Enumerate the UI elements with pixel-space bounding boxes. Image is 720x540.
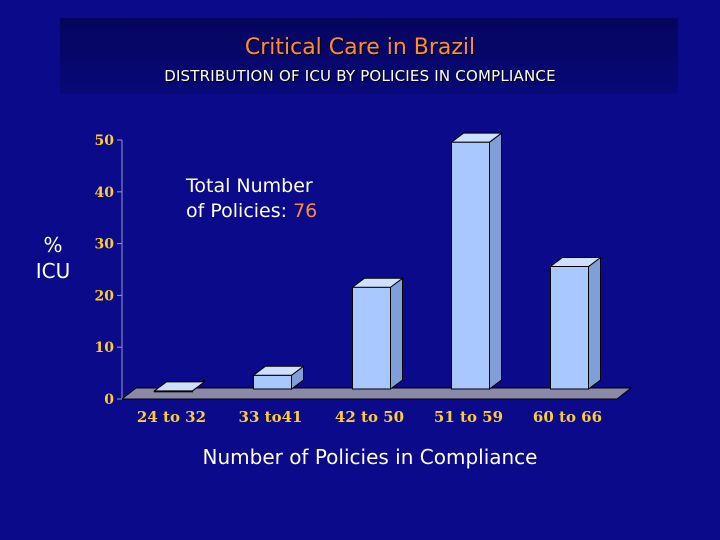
x-category-label: 24 to 32 xyxy=(137,408,206,426)
x-axis-label: Number of Policies in Compliance xyxy=(202,445,538,469)
total-policies-annotation: Total Number of Policies: 76 xyxy=(186,174,317,224)
y-tick-label: 40 xyxy=(95,185,115,201)
bar-side xyxy=(390,277,403,390)
y-axis-label: % ICU xyxy=(18,232,88,284)
y-axis-label-line1: % xyxy=(43,233,63,257)
bar-side xyxy=(489,132,502,390)
slide-title: Critical Care in Brazil xyxy=(244,35,476,60)
y-tick-label: 50 xyxy=(95,133,115,149)
bar-side xyxy=(588,256,601,390)
annotation-label: of Policies: xyxy=(186,200,294,222)
bar-front xyxy=(352,286,391,390)
bar xyxy=(351,277,404,390)
bar-top xyxy=(252,365,305,376)
bar xyxy=(153,379,206,393)
annotation-line1: Total Number xyxy=(186,175,313,197)
y-tick-label: 0 xyxy=(104,392,114,408)
y-tick-label: 20 xyxy=(95,288,115,304)
x-category-label: 33 to41 xyxy=(239,408,303,426)
bar-top xyxy=(450,132,503,143)
y-tick-label: 30 xyxy=(95,237,115,253)
bar xyxy=(450,132,503,390)
x-category-label: 51 to 59 xyxy=(434,408,503,426)
bar-top xyxy=(351,277,404,288)
bar xyxy=(252,365,305,390)
slide-subtitle: DISTRIBUTION OF ICU BY POLICIES IN COMPL… xyxy=(164,67,556,85)
y-axis-label-line2: ICU xyxy=(35,259,71,283)
bar-front xyxy=(451,141,490,390)
annotation-line2: of Policies: 76 xyxy=(186,199,317,224)
annotation-value: 76 xyxy=(293,200,318,222)
bar-front xyxy=(550,266,589,390)
y-tick-label: 10 xyxy=(95,340,115,356)
bar-top xyxy=(153,381,206,392)
bar-front xyxy=(253,374,292,390)
bar-top xyxy=(549,257,602,267)
title-banner xyxy=(60,18,678,94)
x-category-label: 42 to 50 xyxy=(335,408,404,426)
x-category-label: 60 to 66 xyxy=(533,408,602,426)
bar xyxy=(549,256,602,390)
chart-floor xyxy=(120,387,633,400)
